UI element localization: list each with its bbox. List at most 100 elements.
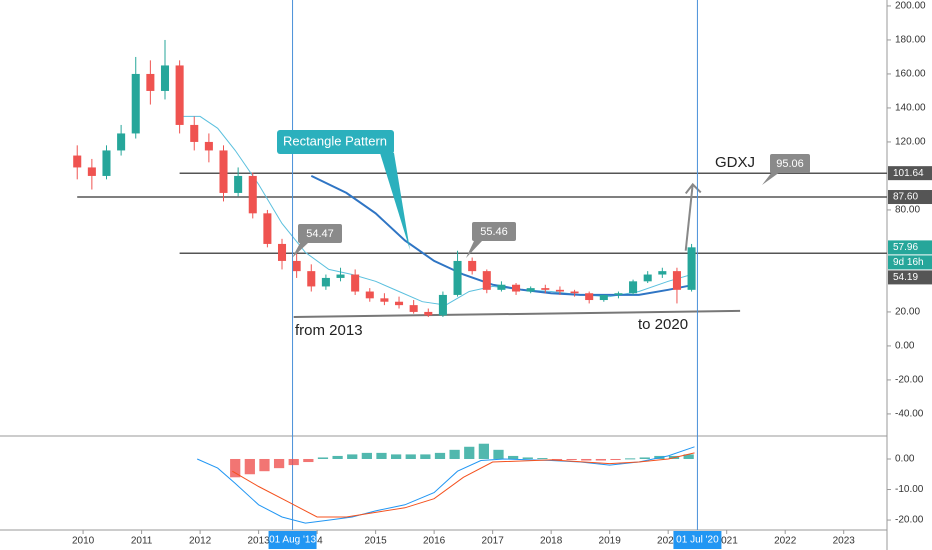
histogram-bar bbox=[493, 449, 504, 459]
candle-body bbox=[541, 288, 550, 290]
candle-body bbox=[336, 274, 345, 278]
histogram-bar bbox=[317, 457, 329, 459]
y-tick-label: -40.00 bbox=[895, 409, 924, 420]
annotations: Rectangle Pattern from 2013 to 2020 GDXJ… bbox=[277, 130, 810, 339]
candle-body bbox=[409, 305, 418, 312]
histogram-bar bbox=[361, 452, 372, 459]
y-tick-label: 140.00 bbox=[895, 103, 926, 114]
candle-body bbox=[512, 284, 521, 292]
histogram-bar bbox=[508, 455, 519, 459]
candle-body bbox=[438, 294, 447, 316]
x-tick-label: 2019 bbox=[599, 536, 622, 547]
histogram-bar bbox=[610, 458, 621, 460]
candle-body bbox=[321, 277, 330, 287]
x-tick-label: 14 bbox=[312, 536, 324, 547]
candle-body bbox=[117, 133, 126, 151]
to-label: to 2020 bbox=[638, 316, 688, 333]
callout-pointer bbox=[380, 153, 410, 250]
y-tick-label: -10.00 bbox=[895, 484, 924, 495]
candle-body bbox=[87, 167, 96, 176]
macd-line bbox=[196, 446, 695, 524]
candle-body bbox=[146, 73, 155, 91]
histogram-bar bbox=[273, 458, 285, 469]
y-tick-label: 200.00 bbox=[895, 1, 926, 12]
histogram-bar bbox=[230, 458, 241, 478]
price-box bbox=[888, 240, 932, 255]
histogram-bar bbox=[347, 454, 358, 459]
callout-box bbox=[770, 154, 810, 173]
candle-body bbox=[643, 274, 652, 282]
price-label: 57.96 bbox=[893, 242, 918, 253]
histogram-bar bbox=[303, 458, 314, 463]
histogram-bar bbox=[390, 454, 402, 459]
candle-body bbox=[395, 301, 404, 306]
x-tick-label: 2011 bbox=[131, 536, 153, 547]
candle-body bbox=[175, 65, 184, 125]
pattern-label: Rectangle Pattern bbox=[283, 133, 387, 148]
histogram-bar bbox=[683, 454, 694, 459]
x-tick-label: 2010 bbox=[72, 536, 95, 547]
crosshair-box bbox=[673, 531, 722, 549]
x-tick-label: 2017 bbox=[482, 536, 505, 547]
candle-body bbox=[365, 291, 374, 299]
histogram-bar bbox=[376, 452, 387, 459]
pattern-box bbox=[277, 130, 394, 154]
candle-body bbox=[160, 65, 170, 91]
histogram-bar bbox=[581, 458, 592, 461]
crosshair-label: 01 Aug '13 bbox=[269, 535, 316, 546]
arrow-head bbox=[684, 182, 702, 195]
y-tick-label: 160.00 bbox=[895, 69, 926, 80]
histogram-bar bbox=[595, 458, 607, 461]
x-tick-label: 2018 bbox=[540, 536, 563, 547]
drawing-line bbox=[684, 184, 694, 251]
candle-body bbox=[219, 150, 228, 193]
y-tick-label: 120.00 bbox=[895, 137, 926, 148]
candle-body bbox=[468, 260, 477, 272]
price-box bbox=[888, 166, 932, 181]
y-tick-label: 20.00 bbox=[895, 307, 920, 318]
price-label: 87.60 bbox=[893, 192, 918, 203]
callout-label: 54.47 bbox=[306, 228, 334, 240]
symbol-label: GDXJ bbox=[715, 154, 755, 171]
price-box bbox=[888, 270, 932, 285]
histogram-bar bbox=[625, 458, 636, 460]
crosshair-label: 01 Jul '20 bbox=[676, 535, 719, 546]
callout-box bbox=[472, 222, 516, 241]
countdown-label: 9d 16h bbox=[893, 257, 924, 268]
callout-pointer bbox=[762, 172, 780, 185]
candle-body bbox=[131, 73, 140, 134]
y-tick-label: 0.00 bbox=[895, 454, 915, 465]
histogram-bar bbox=[464, 446, 475, 459]
countdown-box bbox=[888, 255, 932, 270]
moving-average bbox=[310, 175, 695, 296]
x-tick-label: 2023 bbox=[833, 536, 856, 547]
candle-body bbox=[555, 289, 564, 292]
y-tick-label: 180.00 bbox=[895, 35, 926, 46]
histogram-bar bbox=[551, 458, 563, 460]
callout-label: 95.06 bbox=[776, 158, 804, 170]
candle-body bbox=[585, 293, 594, 301]
macd-line bbox=[232, 452, 695, 518]
candle-body bbox=[629, 281, 638, 294]
histogram-bar bbox=[405, 454, 416, 459]
candle-body bbox=[204, 141, 213, 151]
histogram-bar bbox=[537, 458, 548, 460]
candle-body bbox=[102, 150, 111, 176]
histogram-bar bbox=[449, 449, 460, 459]
plot-layer: 200.00180.00160.00140.00120.0080.0020.00… bbox=[72, 0, 932, 549]
candle-body bbox=[599, 294, 608, 301]
candle-body bbox=[570, 291, 579, 294]
candle-body bbox=[497, 284, 506, 290]
drawing-line bbox=[293, 309, 741, 318]
candle-body bbox=[380, 298, 389, 302]
price-label: 54.19 bbox=[893, 272, 918, 283]
candle-body bbox=[351, 274, 360, 292]
crosshair-box bbox=[268, 531, 317, 549]
candle-body bbox=[277, 243, 287, 261]
callout-box bbox=[298, 224, 342, 243]
x-tick-label: 2020 bbox=[657, 536, 680, 547]
x-tick-label: 2021 bbox=[716, 536, 739, 547]
candle-body bbox=[658, 271, 667, 275]
histogram-bar bbox=[420, 454, 431, 459]
